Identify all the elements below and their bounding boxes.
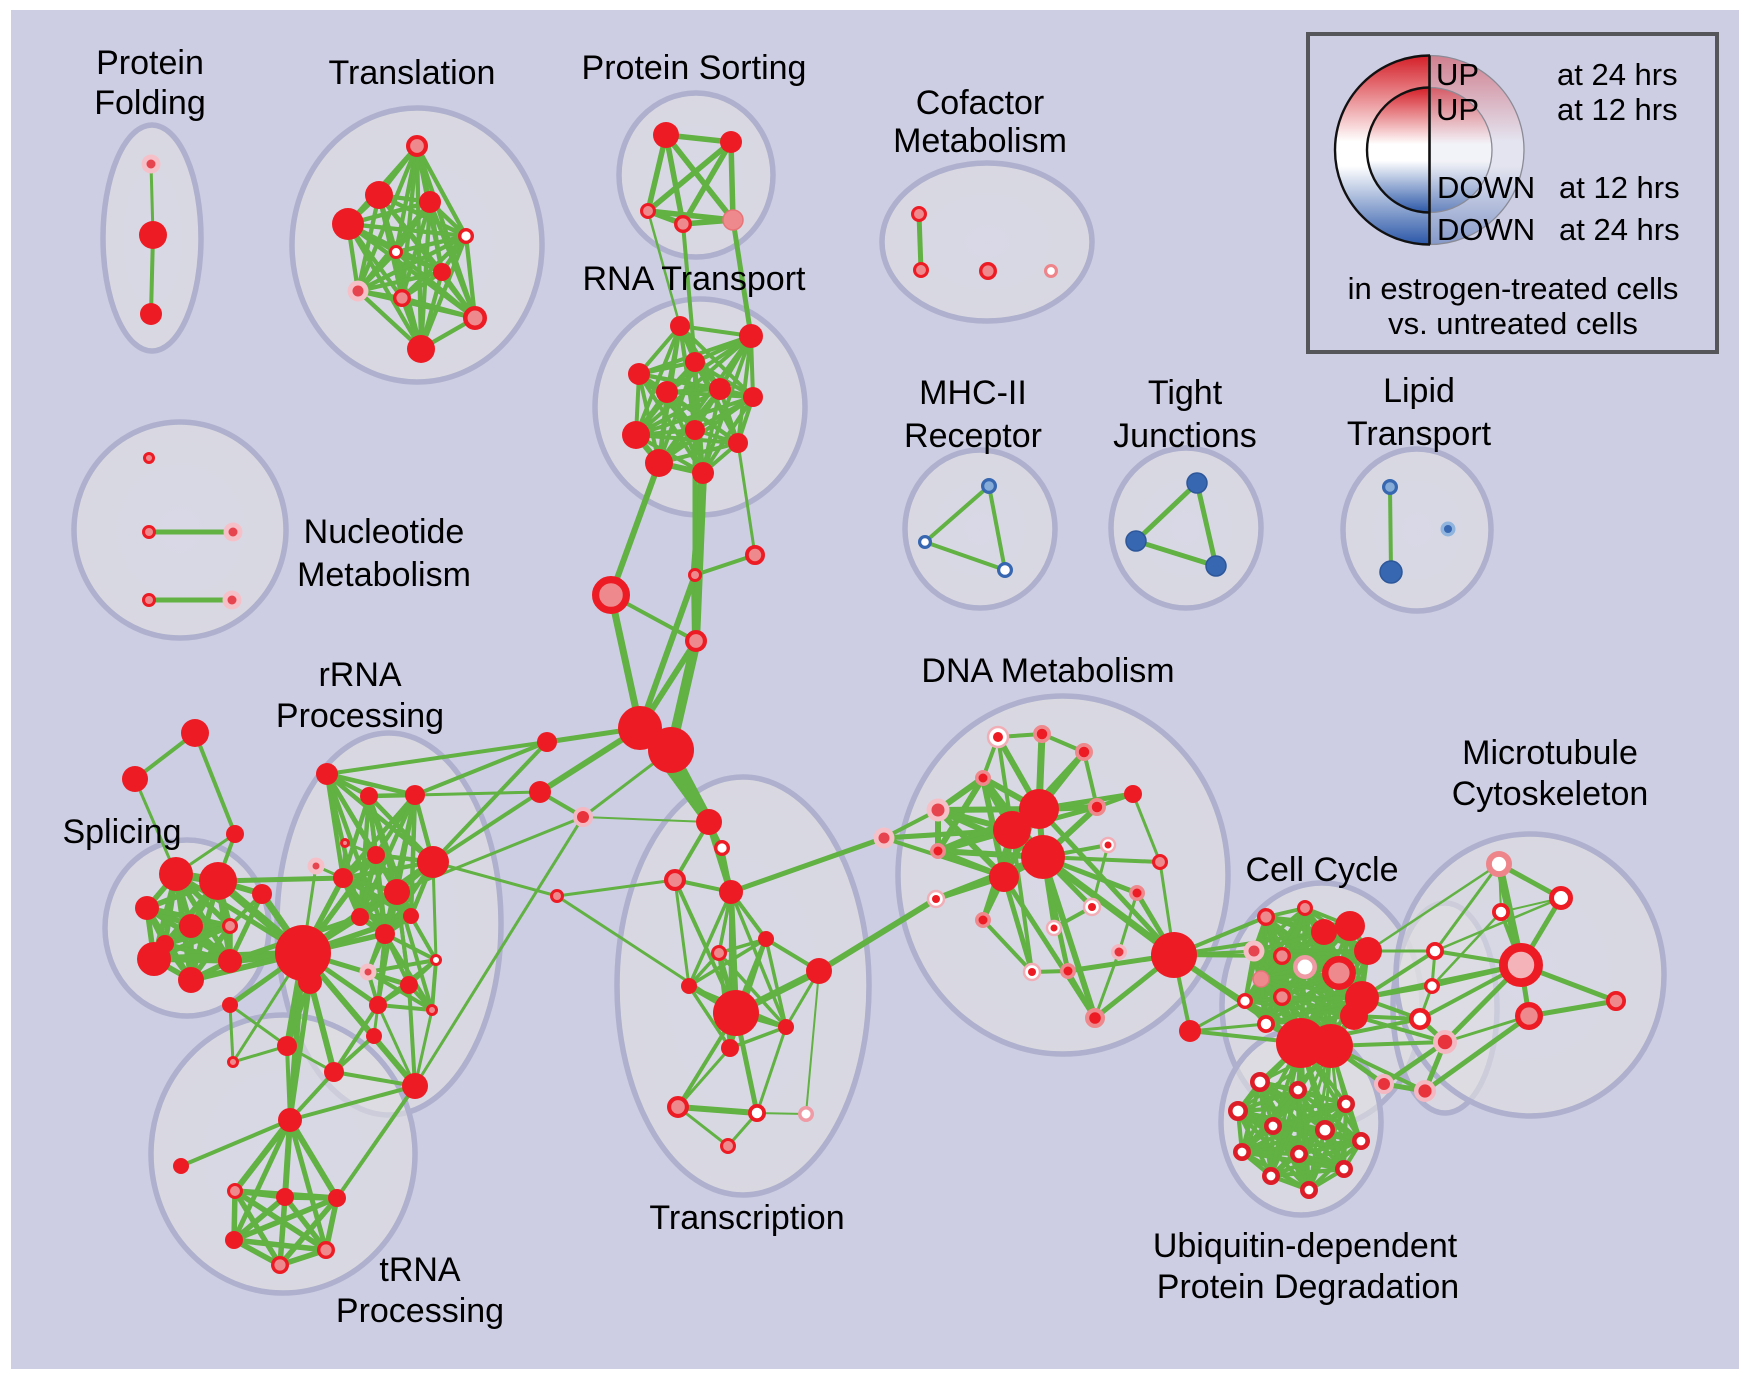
svg-text:Lipid: Lipid bbox=[1383, 372, 1455, 410]
svg-text:Receptor: Receptor bbox=[904, 417, 1042, 455]
svg-text:Nucleotide: Nucleotide bbox=[304, 513, 465, 551]
svg-text:DOWN: DOWN bbox=[1437, 212, 1535, 247]
svg-text:tRNA: tRNA bbox=[379, 1251, 461, 1289]
svg-text:at 12 hrs: at 12 hrs bbox=[1559, 170, 1680, 205]
svg-text:Ubiquitin-dependent: Ubiquitin-dependent bbox=[1153, 1227, 1458, 1265]
svg-text:Transcription: Transcription bbox=[649, 1199, 844, 1237]
svg-text:rRNA: rRNA bbox=[318, 656, 401, 694]
svg-text:DOWN: DOWN bbox=[1437, 170, 1535, 205]
svg-text:Splicing: Splicing bbox=[62, 813, 181, 851]
svg-text:UP: UP bbox=[1436, 57, 1479, 92]
svg-text:at 24 hrs: at 24 hrs bbox=[1557, 57, 1678, 92]
svg-text:Protein Sorting: Protein Sorting bbox=[582, 49, 807, 87]
svg-text:Junctions: Junctions bbox=[1113, 417, 1257, 455]
svg-text:Cell Cycle: Cell Cycle bbox=[1245, 851, 1398, 889]
svg-text:RNA Transport: RNA Transport bbox=[583, 260, 807, 298]
svg-text:UP: UP bbox=[1436, 92, 1479, 127]
svg-text:Metabolism: Metabolism bbox=[893, 122, 1067, 160]
svg-text:Protein: Protein bbox=[96, 44, 204, 82]
svg-text:Tight: Tight bbox=[1148, 374, 1223, 412]
svg-text:Translation: Translation bbox=[329, 54, 496, 92]
svg-text:DNA Metabolism: DNA Metabolism bbox=[921, 652, 1174, 690]
svg-text:in estrogen-treated cells: in estrogen-treated cells bbox=[1348, 271, 1679, 306]
svg-text:Folding: Folding bbox=[94, 84, 206, 122]
svg-text:vs. untreated cells: vs. untreated cells bbox=[1388, 306, 1638, 341]
svg-text:Cytoskeleton: Cytoskeleton bbox=[1452, 775, 1649, 813]
svg-text:Cofactor: Cofactor bbox=[916, 84, 1045, 122]
svg-text:Microtubule: Microtubule bbox=[1462, 734, 1638, 772]
svg-text:Processing: Processing bbox=[336, 1292, 504, 1330]
svg-text:at 12 hrs: at 12 hrs bbox=[1557, 92, 1678, 127]
svg-text:MHC-II: MHC-II bbox=[919, 374, 1027, 412]
svg-text:at 24 hrs: at 24 hrs bbox=[1559, 212, 1680, 247]
svg-text:Protein Degradation: Protein Degradation bbox=[1157, 1268, 1459, 1306]
svg-text:Transport: Transport bbox=[1347, 415, 1492, 453]
svg-text:Metabolism: Metabolism bbox=[297, 556, 471, 594]
svg-text:Processing: Processing bbox=[276, 697, 444, 735]
